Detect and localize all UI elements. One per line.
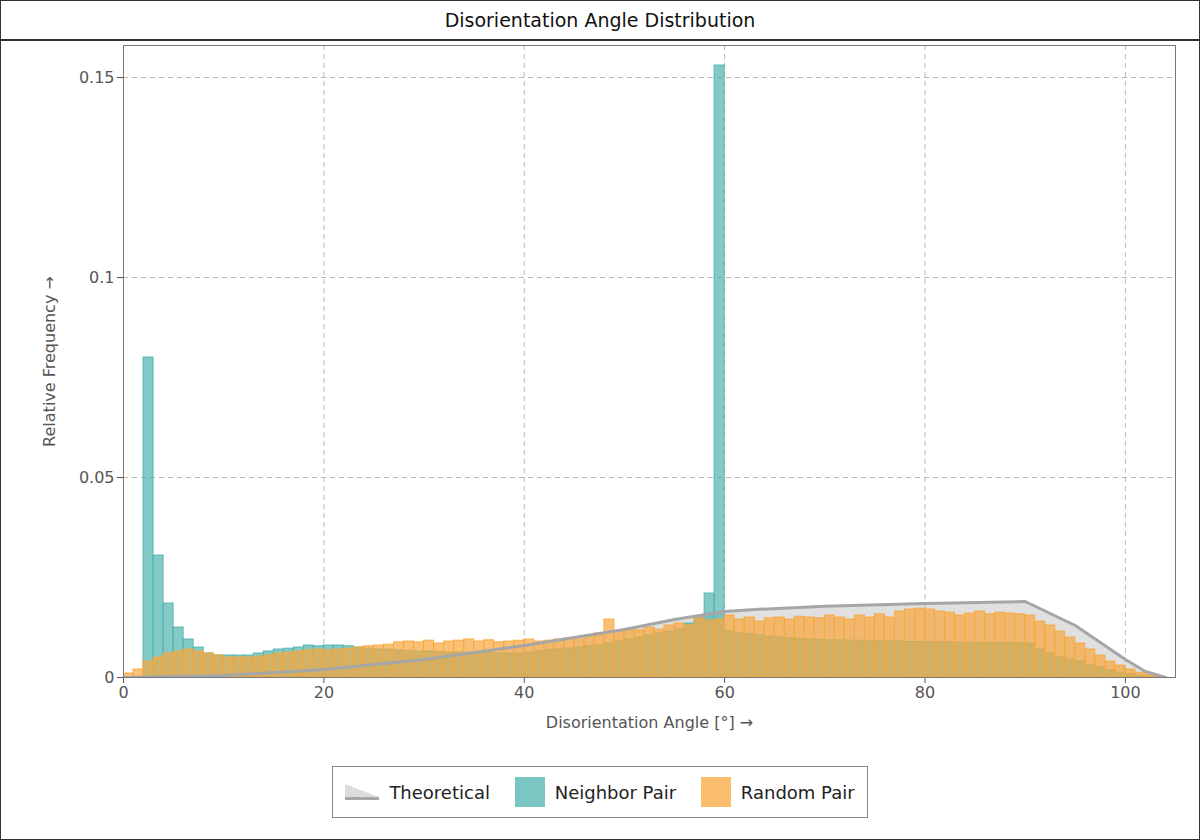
svg-text:60: 60 (714, 683, 734, 702)
svg-text:Disorientation Angle [°] →: Disorientation Angle [°] → (546, 713, 753, 732)
svg-text:0.05: 0.05 (79, 468, 115, 487)
svg-text:0: 0 (118, 683, 128, 702)
html-text:Random Pair: Random Pair (740, 781, 855, 803)
svg-text:0.1: 0.1 (89, 268, 114, 287)
svg-text:80: 80 (915, 683, 935, 702)
svg-text:20: 20 (314, 683, 334, 702)
svg-text:40: 40 (514, 683, 534, 702)
svg-text:0: 0 (104, 668, 114, 687)
svg-text:Relative Frequency →: Relative Frequency → (40, 276, 59, 447)
html-text:Neighbor Pair: Neighbor Pair (554, 781, 677, 803)
svg-text:0.15: 0.15 (79, 68, 115, 87)
svg-text:100: 100 (1110, 683, 1141, 702)
html-text:Disorientation Angle Distribut: Disorientation Angle Distribution (444, 9, 756, 31)
html-text:Theoretical: Theoretical (389, 781, 490, 803)
